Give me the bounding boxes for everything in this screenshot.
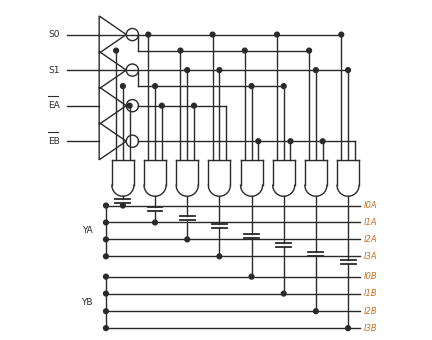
Circle shape — [249, 84, 254, 88]
Text: I2B: I2B — [363, 307, 377, 316]
Circle shape — [178, 48, 183, 53]
Text: I0A: I0A — [363, 201, 377, 210]
Circle shape — [121, 203, 125, 208]
Circle shape — [152, 84, 157, 88]
Circle shape — [242, 48, 247, 53]
Circle shape — [185, 237, 190, 242]
Circle shape — [104, 291, 108, 296]
Circle shape — [217, 254, 222, 259]
Circle shape — [281, 84, 286, 88]
Circle shape — [104, 237, 108, 242]
Circle shape — [114, 48, 118, 53]
Text: EA: EA — [48, 101, 60, 110]
Circle shape — [104, 309, 108, 313]
Circle shape — [307, 48, 311, 53]
Circle shape — [314, 309, 318, 313]
Circle shape — [256, 139, 260, 143]
Circle shape — [104, 203, 108, 208]
Circle shape — [249, 274, 254, 279]
Circle shape — [127, 103, 132, 108]
Circle shape — [275, 32, 280, 37]
Circle shape — [320, 139, 325, 143]
Circle shape — [104, 274, 108, 279]
Text: I1B: I1B — [363, 289, 377, 298]
Circle shape — [152, 220, 157, 225]
Circle shape — [281, 291, 286, 296]
Circle shape — [339, 32, 344, 37]
Circle shape — [346, 326, 350, 330]
Circle shape — [217, 68, 222, 72]
Circle shape — [159, 103, 164, 108]
Circle shape — [146, 32, 151, 37]
Circle shape — [346, 68, 350, 72]
Text: EB: EB — [48, 137, 60, 146]
Text: I2A: I2A — [363, 235, 377, 244]
Circle shape — [288, 139, 293, 143]
Circle shape — [104, 220, 108, 225]
Circle shape — [121, 84, 125, 88]
Circle shape — [210, 32, 215, 37]
Text: S1: S1 — [48, 66, 60, 74]
Circle shape — [314, 68, 318, 72]
Circle shape — [104, 254, 108, 259]
Text: YB: YB — [81, 298, 92, 307]
Text: I0B: I0B — [363, 272, 377, 281]
Text: I3B: I3B — [363, 324, 377, 333]
Text: I3A: I3A — [363, 252, 377, 261]
Circle shape — [185, 68, 190, 72]
Circle shape — [192, 103, 197, 108]
Circle shape — [104, 326, 108, 330]
Text: S0: S0 — [48, 30, 60, 39]
Text: YA: YA — [82, 226, 92, 235]
Text: I1A: I1A — [363, 218, 377, 227]
